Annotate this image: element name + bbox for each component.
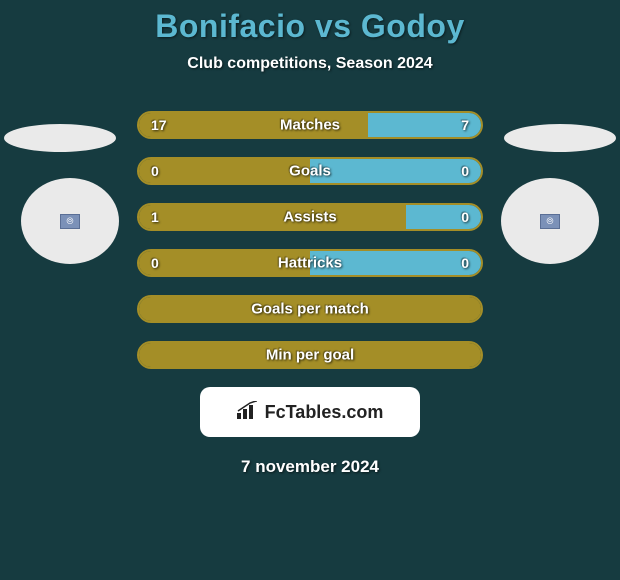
stat-row-assists: 1 Assists 0	[137, 203, 483, 231]
chart-icon	[237, 401, 259, 424]
value-right: 0	[461, 163, 469, 179]
stat-row-mpg: Min per goal	[137, 341, 483, 369]
stat-row-gpm: Goals per match	[137, 295, 483, 323]
value-left: 1	[151, 209, 159, 225]
stat-row-goals: 0 Goals 0	[137, 157, 483, 185]
value-right: 0	[461, 255, 469, 271]
bar-left	[139, 159, 310, 183]
player-right-ellipse	[504, 124, 616, 152]
value-right: 7	[461, 117, 469, 133]
stat-row-matches: 17 Matches 7	[137, 111, 483, 139]
avatar-placeholder-icon: ⦾	[60, 214, 80, 229]
bar-right	[310, 159, 481, 183]
value-left: 17	[151, 117, 167, 133]
date-label: 7 november 2024	[0, 457, 620, 477]
comparison-card: Bonifacio vs Godoy Club competitions, Se…	[0, 0, 620, 477]
subtitle: Club competitions, Season 2024	[0, 55, 620, 73]
page-title: Bonifacio vs Godoy	[0, 8, 620, 45]
value-right: 0	[461, 209, 469, 225]
bar-left	[139, 251, 310, 275]
player-right-avatar: ⦾	[501, 178, 599, 264]
player-left-avatar: ⦾	[21, 178, 119, 264]
value-left: 0	[151, 255, 159, 271]
bar-left	[139, 205, 406, 229]
fctables-logo: FcTables.com	[200, 387, 420, 437]
bar-left	[139, 297, 481, 321]
stat-row-hattricks: 0 Hattricks 0	[137, 249, 483, 277]
bar-right	[406, 205, 481, 229]
fctables-text: FcTables.com	[265, 402, 384, 423]
bar-left	[139, 343, 481, 367]
bar-left	[139, 113, 368, 137]
avatar-placeholder-icon: ⦾	[540, 214, 560, 229]
bar-right	[310, 251, 481, 275]
player-left-ellipse	[4, 124, 116, 152]
value-left: 0	[151, 163, 159, 179]
stats-list: 17 Matches 7 0 Goals 0 1 Assists 0 0 Hat…	[137, 111, 483, 369]
